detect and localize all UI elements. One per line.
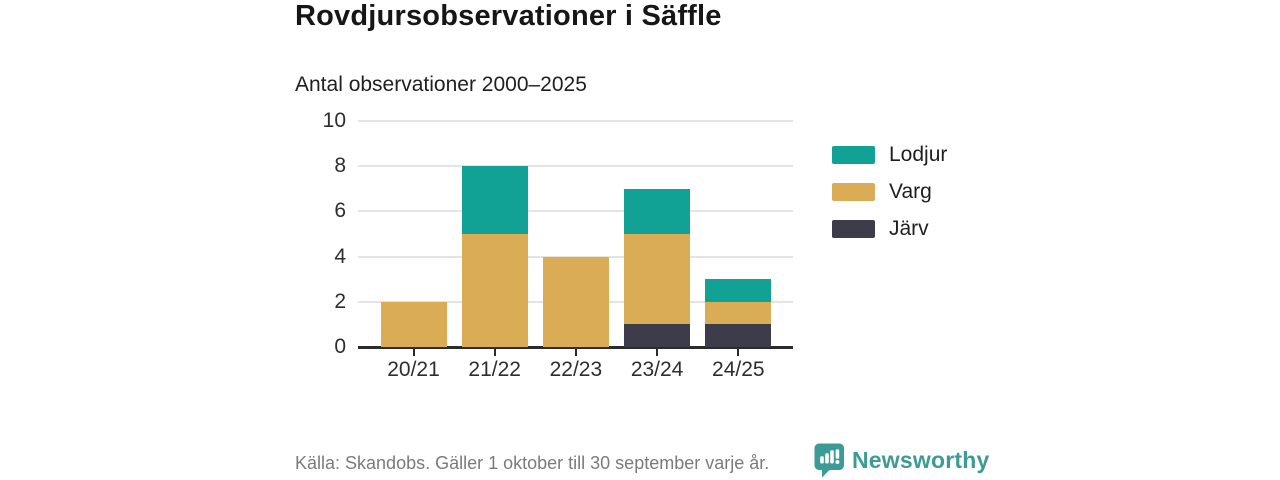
x-axis-label: 22/23 <box>549 358 603 381</box>
brand-name: Newsworthy <box>852 447 990 473</box>
gridline <box>358 120 793 122</box>
page-title: Rovdjursobservationer i Säffle <box>295 0 722 32</box>
legend-swatch <box>832 146 875 164</box>
bar-segment-varg <box>705 301 772 325</box>
legend-item-lodjur: Lodjur <box>832 143 947 167</box>
x-axis-tick <box>412 348 415 356</box>
legend-swatch <box>832 183 875 201</box>
bar-segment-jrv <box>705 324 772 347</box>
gridline <box>358 210 793 213</box>
legend: Lodjur Varg Järv <box>832 143 947 254</box>
bar-segment-varg <box>380 301 447 347</box>
y-axis-label: 10 <box>322 109 346 132</box>
y-axis-label: 4 <box>334 244 346 268</box>
y-axis-label: 2 <box>334 289 346 313</box>
bar-segment-varg <box>624 234 691 325</box>
legend-label: Järv <box>889 217 929 240</box>
bar-segment-jrv <box>624 324 691 347</box>
x-axis-label: 21/22 <box>468 358 521 381</box>
bar-segment-lodjur <box>461 166 528 234</box>
source-note: Källa: Skandobs. Gäller 1 oktober till 3… <box>295 453 770 473</box>
x-axis-tick <box>493 348 496 356</box>
bar-segment-varg <box>461 234 528 347</box>
x-axis-label: 23/24 <box>630 358 684 381</box>
bar-segment-lodjur <box>705 279 772 302</box>
legend-swatch <box>832 220 875 238</box>
x-axis-tick <box>574 348 577 356</box>
gridline <box>358 165 793 168</box>
newsworthy-icon <box>814 443 845 478</box>
x-axis-label: 20/21 <box>387 358 440 381</box>
y-axis-label: 6 <box>334 199 346 223</box>
legend-label: Varg <box>889 180 932 203</box>
chart-subtitle: Antal observationer 2000–2025 <box>295 73 587 96</box>
axis-baseline <box>358 345 793 349</box>
legend-label: Lodjur <box>889 143 948 166</box>
brand-logo[interactable]: Newsworthy <box>814 443 989 478</box>
x-axis-label: 24/25 <box>712 358 765 381</box>
bar-segment-lodjur <box>624 188 691 234</box>
legend-item-varg: Varg <box>832 180 947 204</box>
bar-segment-varg <box>542 256 609 347</box>
y-axis-label: 0 <box>334 335 346 358</box>
x-axis-tick <box>737 348 740 356</box>
y-axis-label: 8 <box>334 154 346 178</box>
x-axis-tick <box>656 348 659 356</box>
legend-item-jrv: Järv <box>832 217 947 241</box>
